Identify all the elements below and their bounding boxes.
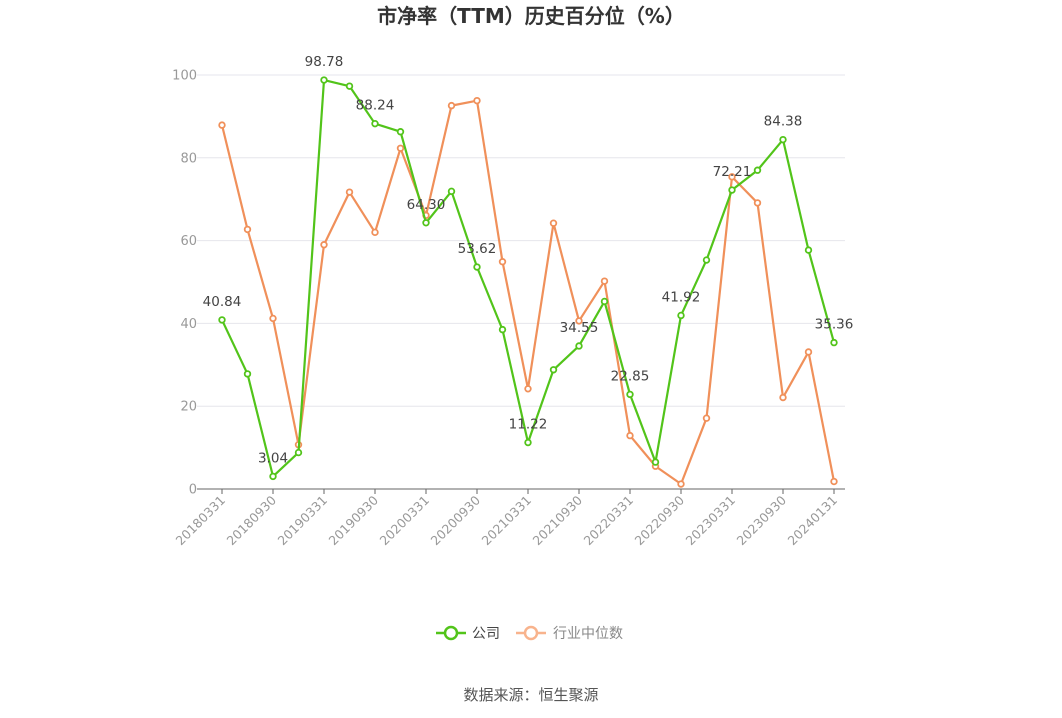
legend-item-industry-median[interactable]: 行业中位数 <box>516 625 623 642</box>
data-label: 34.55 <box>560 320 599 336</box>
point-company[interactable] <box>218 316 226 324</box>
point-industry-median[interactable] <box>345 188 354 196</box>
point-industry-median[interactable] <box>320 241 328 249</box>
legend-company-marker-icon <box>443 625 459 641</box>
point-company[interactable] <box>345 82 354 90</box>
point-company[interactable] <box>804 246 813 254</box>
point-company[interactable] <box>779 135 787 144</box>
data-label: 22.85 <box>611 368 650 384</box>
data-label: 35.36 <box>815 317 854 333</box>
point-industry-median[interactable] <box>524 385 532 393</box>
point-industry-median[interactable] <box>728 173 736 181</box>
point-company[interactable] <box>549 366 558 374</box>
point-industry-median[interactable] <box>473 96 481 105</box>
data-label: 64.30 <box>407 197 446 213</box>
data-label: 41.92 <box>662 289 701 305</box>
point-industry-median[interactable] <box>600 277 609 285</box>
data-label: 88.24 <box>356 98 395 114</box>
point-company[interactable] <box>396 128 405 136</box>
point-industry-median[interactable] <box>396 144 405 152</box>
point-company[interactable] <box>651 458 660 466</box>
point-industry-median[interactable] <box>626 431 634 440</box>
point-company[interactable] <box>753 166 762 174</box>
legend-industry-marker-icon <box>523 625 539 641</box>
point-company[interactable] <box>830 338 838 347</box>
x-tick-label: 20180930 <box>224 492 280 548</box>
data-label: 98.78 <box>305 54 344 70</box>
data-label: 11.22 <box>509 417 548 433</box>
x-tick-label: 20210930 <box>530 492 586 548</box>
point-company[interactable] <box>600 297 609 306</box>
legend-company-label: 公司 <box>472 626 500 642</box>
point-industry-median[interactable] <box>243 225 252 234</box>
grid-lines <box>197 74 845 407</box>
point-company[interactable] <box>269 472 277 481</box>
point-company[interactable] <box>575 342 583 350</box>
point-company[interactable] <box>524 438 532 447</box>
x-tick-label: 20240131 <box>785 493 841 549</box>
point-industry-median[interactable] <box>804 348 813 356</box>
y-tick-label: 0 <box>189 483 197 498</box>
x-tick-label: 20200331 <box>377 493 433 549</box>
x-tick-label: 20200930 <box>428 492 484 548</box>
point-company[interactable] <box>371 119 379 128</box>
point-industry-median[interactable] <box>677 480 685 488</box>
y-tick-label: 40 <box>180 317 197 332</box>
point-industry-median[interactable] <box>218 121 226 129</box>
point-industry-median[interactable] <box>498 258 507 266</box>
data-label: 72.21 <box>713 164 752 180</box>
x-tick-label: 20190930 <box>326 492 382 548</box>
data-source: 数据来源：恒生聚源 <box>463 686 598 704</box>
point-industry-median[interactable] <box>702 414 711 422</box>
x-tick-label: 20220331 <box>581 493 637 549</box>
point-industry-median[interactable] <box>549 219 558 227</box>
data-label: 3.04 <box>258 450 288 466</box>
point-company[interactable] <box>320 76 328 84</box>
y-tick-label: 80 <box>180 151 197 166</box>
legend: 公司 行业中位数 <box>436 625 623 642</box>
point-company[interactable] <box>447 187 456 196</box>
legend-industry-label: 行业中位数 <box>553 626 623 642</box>
x-tick-label: 20210331 <box>479 493 535 549</box>
point-company[interactable] <box>243 370 252 378</box>
point-industry-median[interactable] <box>269 314 277 323</box>
data-label: 53.62 <box>458 241 497 257</box>
point-industry-median[interactable] <box>371 228 379 237</box>
x-tick-label: 20220930 <box>632 492 688 548</box>
series-lines <box>218 76 838 488</box>
point-company[interactable] <box>702 256 711 264</box>
point-industry-median[interactable] <box>779 393 787 402</box>
point-industry-median[interactable] <box>830 477 838 486</box>
data-label: 84.38 <box>764 114 803 130</box>
legend-item-company[interactable]: 公司 <box>436 625 500 642</box>
chart-title: 市净率（TTM）历史百分位（%） <box>377 4 685 28</box>
point-industry-median[interactable] <box>447 101 456 110</box>
point-industry-median[interactable] <box>575 317 583 325</box>
data-labels: 40.84 3.04 98.78 88.24 64.30 53.62 11.22 34.55 2… <box>203 54 854 466</box>
point-company[interactable] <box>626 390 634 399</box>
x-tick-label: 20230331 <box>683 493 739 549</box>
point-company[interactable] <box>498 325 507 334</box>
y-tick-label: 20 <box>180 400 197 415</box>
point-company[interactable] <box>422 219 430 227</box>
x-tick-label: 20190331 <box>275 493 331 549</box>
point-company[interactable] <box>294 448 303 457</box>
y-tick-label: 60 <box>180 234 197 249</box>
point-company[interactable] <box>677 311 685 320</box>
data-label: 40.84 <box>203 294 242 310</box>
y-tick-label: 100 <box>172 69 197 84</box>
x-tick-label: 20230930 <box>734 492 790 548</box>
point-company[interactable] <box>728 186 736 194</box>
point-industry-median[interactable] <box>753 199 762 207</box>
point-company[interactable] <box>473 263 481 271</box>
x-tick-label: 20180331 <box>173 493 229 549</box>
